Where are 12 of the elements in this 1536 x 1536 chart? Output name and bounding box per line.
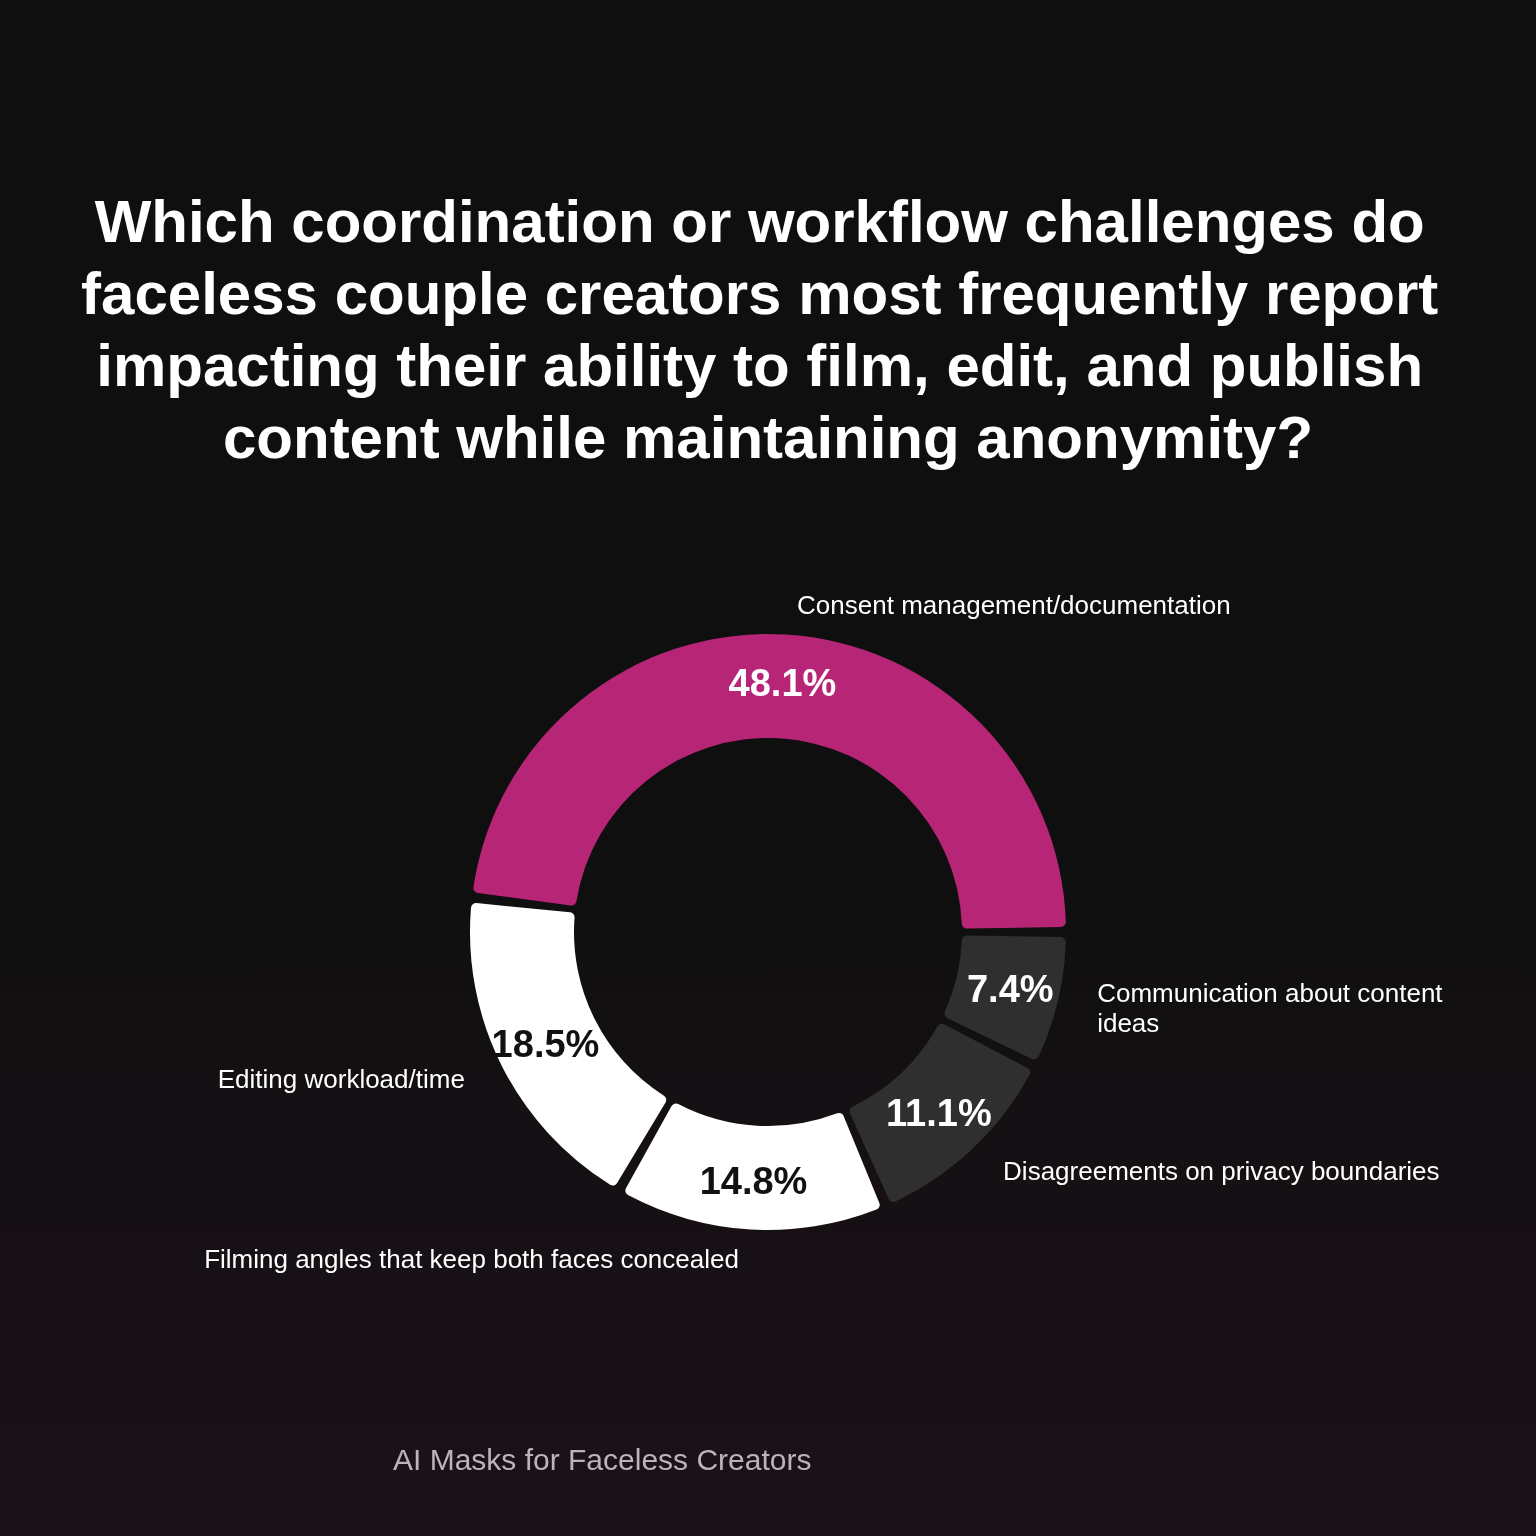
data-label: 11.1%: [886, 1092, 992, 1135]
chart-title: Which coordination or workflow challenges do faceless couple creators most frequently report impacting their ability to film, edit, and publish content while maintaining anonymity?: [81, 187, 1455, 471]
data-label: 18.5%: [491, 1022, 600, 1065]
data-label: 14.8%: [699, 1159, 808, 1202]
text: AI Masks for Faceless Creators: [393, 1442, 812, 1476]
data-label: 48.1%: [728, 662, 837, 705]
slice-label: Filming angles that keep both faces concealed: [204, 1244, 739, 1275]
slice-label: Communication about content ideas: [1097, 977, 1444, 1038]
data-label: 7.4%: [966, 968, 1054, 1011]
slice-label: Disagreements on privacy boundaries: [1003, 1155, 1440, 1186]
slice-label: Consent management/documentation: [797, 589, 1231, 620]
slice-label: Editing workload/time: [217, 1064, 465, 1095]
